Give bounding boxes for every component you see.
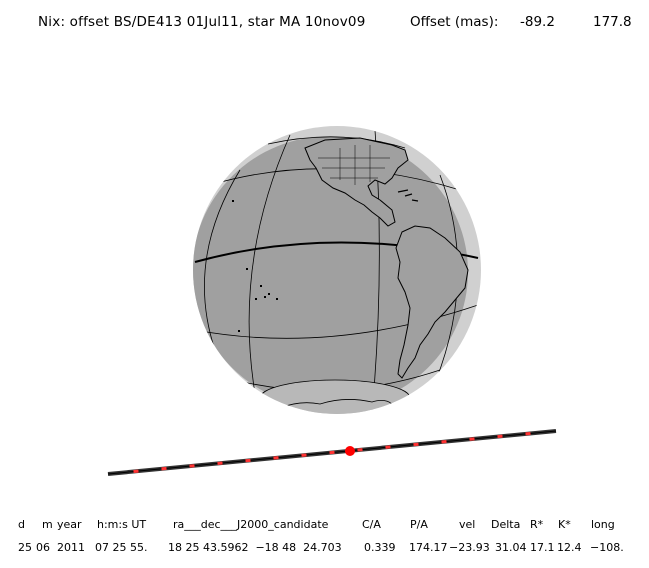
val-delta: 31.04 — [495, 541, 527, 554]
globe-sea — [193, 136, 468, 408]
col-ca: C/A — [362, 518, 381, 531]
page-title: Nix: offset BS/DE413 01Jul11, star MA 10… — [38, 14, 366, 30]
north-america-landmass — [304, 137, 409, 227]
star-position-marker — [345, 446, 355, 456]
col-vel: vel — [459, 518, 476, 531]
val-long: −108. — [590, 541, 624, 554]
col-pa: P/A — [410, 518, 428, 531]
meridian-line — [248, 134, 291, 411]
track-ticks — [133, 431, 531, 474]
val-time: 07 25 55. — [95, 541, 148, 554]
col-year: year — [57, 518, 82, 531]
pacific-islands — [232, 200, 278, 332]
us-state-borders — [318, 145, 390, 185]
offset-y-value: 177.8 — [593, 14, 632, 30]
col-long: long — [591, 518, 615, 531]
col-time: h:m:s UT — [97, 518, 147, 531]
val-year: 2011 — [57, 541, 85, 554]
val-vel: −23.93 — [449, 541, 490, 554]
col-day: d — [18, 518, 25, 531]
col-month: m — [42, 518, 53, 531]
antarctica-landmass — [259, 379, 411, 414]
val-rstar: 17.1 — [530, 541, 555, 554]
offset-x-value: -89.2 — [520, 14, 555, 30]
col-rstar: R* — [530, 518, 544, 531]
val-pa: 174.17 — [409, 541, 448, 554]
south-america-landmass — [395, 225, 469, 379]
val-ca: 0.339 — [364, 541, 396, 554]
offset-label: Offset (mas): — [410, 14, 499, 30]
col-kstar: K* — [558, 518, 571, 531]
col-delta: Delta — [491, 518, 521, 531]
val-day: 25 — [18, 541, 32, 554]
val-kstar: 12.4 — [557, 541, 582, 554]
parallel-line — [267, 136, 406, 149]
val-radec: 18 25 43.5962 −18 48 24.703 — [168, 541, 342, 554]
val-month: 06 — [36, 541, 50, 554]
col-radec: ra___dec___J2000_candidate — [173, 518, 329, 531]
caribbean-islands — [397, 189, 419, 202]
